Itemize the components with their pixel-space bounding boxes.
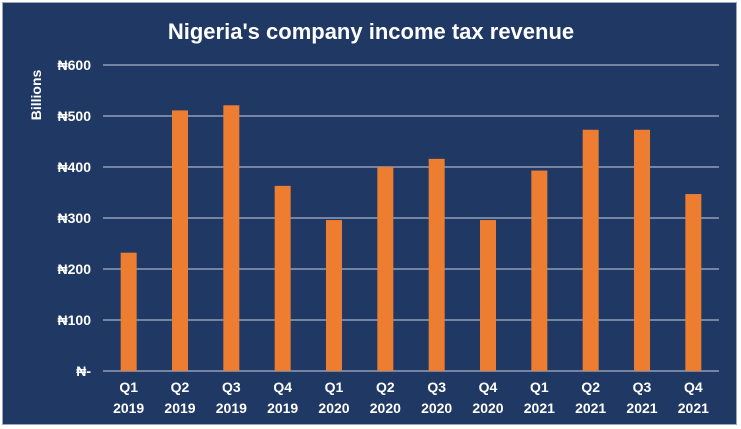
bar-q4-2019	[274, 185, 291, 371]
x-tick-quarter-9: Q2	[581, 379, 600, 395]
bar-q2-2021	[582, 129, 599, 371]
x-tick-year-8: 2021	[524, 400, 555, 416]
bar-chart: Nigeria's company income tax revenue Bil…	[28, 19, 719, 416]
x-tick-quarter-1: Q2	[171, 379, 190, 395]
x-tick-year-5: 2020	[370, 400, 401, 416]
bar-q3-2020	[428, 158, 445, 371]
x-tick-quarter-8: Q1	[530, 379, 549, 395]
gridlines	[103, 64, 719, 372]
x-tick-quarter-11: Q4	[684, 379, 703, 395]
x-tick-quarter-10: Q3	[633, 379, 652, 395]
x-tick-year-10: 2021	[626, 400, 657, 416]
y-tick-label-3: ₦300	[58, 210, 92, 226]
bar-q2-2020	[377, 167, 394, 371]
y-tick-label-5: ₦500	[58, 108, 92, 124]
bar-q4-2020	[480, 220, 496, 371]
bar-q4-2021	[685, 194, 702, 371]
y-tick-label-0: ₦-	[76, 363, 91, 379]
chart-title: Nigeria's company income tax revenue	[168, 19, 574, 44]
x-tick-year-0: 2019	[113, 400, 144, 416]
y-axis-ticks: ₦- ₦100 ₦200 ₦300 ₦400 ₦500 ₦600	[58, 57, 92, 379]
bar-q2-2019	[172, 110, 188, 371]
bar-q3-2019	[223, 105, 240, 371]
x-tick-year-3: 2019	[267, 400, 298, 416]
y-tick-label-6: ₦600	[58, 57, 92, 73]
x-tick-quarter-0: Q1	[119, 379, 138, 395]
x-tick-year-6: 2020	[421, 400, 452, 416]
x-tick-quarter-2: Q3	[222, 379, 241, 395]
bar-q3-2021	[634, 129, 650, 371]
x-tick-quarter-5: Q2	[376, 379, 395, 395]
bar-q1-2020	[326, 220, 342, 371]
x-tick-quarter-3: Q4	[273, 379, 292, 395]
x-tick-quarter-4: Q1	[325, 379, 344, 395]
bars	[120, 105, 702, 371]
x-tick-quarter-7: Q4	[479, 379, 498, 395]
x-axis-ticks: Q1 2019 Q2 2019 Q3 2019 Q4 2019 Q1 2020 Q2 2020 Q3 20…	[113, 379, 709, 416]
y-tick-label-4: ₦400	[58, 159, 92, 175]
y-tick-label-2: ₦200	[58, 261, 92, 277]
x-tick-year-1: 2019	[164, 400, 195, 416]
bar-q1-2019	[120, 252, 137, 371]
y-tick-label-1: ₦100	[58, 312, 92, 328]
x-tick-year-7: 2020	[472, 400, 503, 416]
bar-q1-2021	[531, 170, 548, 371]
x-tick-quarter-6: Q3	[427, 379, 446, 395]
x-tick-year-4: 2020	[318, 400, 349, 416]
x-tick-year-2: 2019	[216, 400, 247, 416]
y-axis-label: Billions	[28, 70, 44, 121]
x-tick-year-9: 2021	[575, 400, 606, 416]
x-tick-year-11: 2021	[678, 400, 709, 416]
chart-area: Nigeria's company income tax revenue Bil…	[2, 2, 737, 425]
